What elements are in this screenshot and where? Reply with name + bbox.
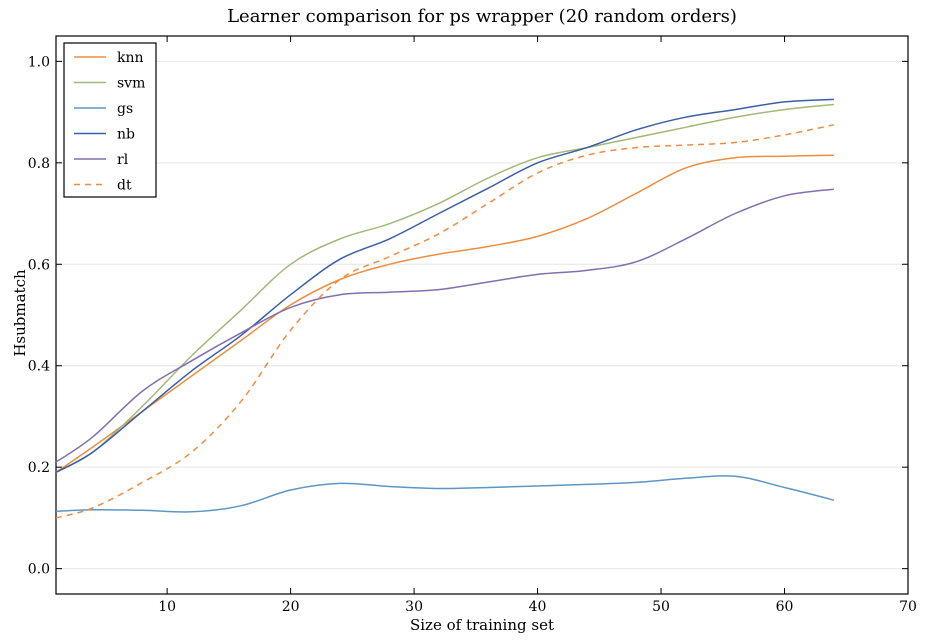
x-tick-label: 70	[899, 599, 917, 615]
x-tick-label: 30	[405, 599, 423, 615]
y-tick-label: 0.2	[28, 460, 50, 476]
chart-title: Learner comparison for ps wrapper (20 ra…	[227, 6, 737, 27]
x-tick-label: 40	[529, 599, 547, 615]
y-tick-label: 0.4	[28, 359, 50, 375]
series-line-dt	[55, 124, 835, 519]
legend-label-gs: gs	[117, 101, 133, 117]
y-tick-label: 0.0	[28, 562, 50, 578]
series-line-gs	[55, 475, 835, 513]
x-axis-label: Size of training set	[409, 616, 554, 634]
x-tick-label: 20	[282, 599, 300, 615]
series-line-rl	[55, 188, 834, 463]
legend-label-knn: knn	[117, 50, 144, 66]
x-tick-label: 10	[158, 599, 176, 615]
series-line-svm	[55, 103, 834, 473]
legend-label-svm: svm	[117, 76, 145, 92]
series-line-knn	[55, 154, 834, 473]
legend-label-dt: dt	[117, 178, 132, 194]
y-tick-label: 1.0	[28, 54, 50, 70]
series-line-nb	[55, 98, 834, 473]
y-tick-label: 0.8	[28, 156, 50, 172]
y-tick-label: 0.6	[28, 257, 50, 273]
legend-label-nb: nb	[117, 127, 135, 143]
plot-frame	[55, 35, 909, 595]
legend-box	[63, 42, 157, 198]
legend-label-rl: rl	[117, 152, 129, 168]
x-tick-label: 50	[652, 599, 670, 615]
x-tick-label: 60	[776, 599, 794, 615]
